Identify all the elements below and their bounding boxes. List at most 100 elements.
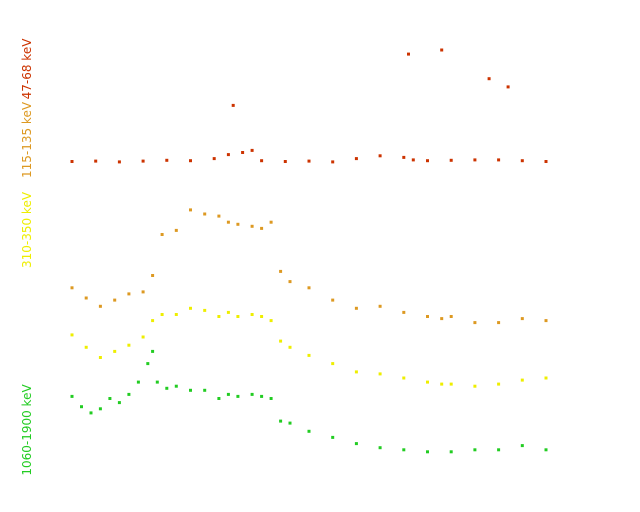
data-point [449,450,453,454]
data-point [98,356,102,359]
data-point [217,315,221,318]
data-point [165,386,169,390]
data-point [127,292,131,296]
data-point [151,274,155,277]
data-point [189,306,192,310]
data-point [141,290,145,294]
data-point [250,148,254,152]
data-point [226,220,230,224]
data-point [203,388,207,392]
data-point [473,448,477,452]
data-point [226,392,230,396]
data-point [279,339,283,343]
data-point [544,448,548,452]
data-point [217,397,221,400]
series-label-310-350kev: 310-350 keV [20,191,34,268]
data-point [354,157,358,161]
data-point [136,380,140,384]
data-point [440,48,444,52]
data-point [279,419,283,423]
data-point [520,378,524,382]
data-point [506,85,510,89]
data-point [226,153,230,157]
data-point [241,151,245,154]
data-point [440,317,444,321]
data-point [449,315,453,318]
data-point [117,401,121,405]
data-point [146,362,150,366]
data-point [473,158,477,162]
data-point [449,382,453,386]
data-point [307,429,311,433]
data-point [378,304,382,308]
data-point [174,228,178,232]
data-point [411,158,415,162]
data-point [497,448,501,452]
data-point [354,370,358,374]
data-point [108,397,112,400]
data-point [250,392,254,396]
series-label-47-68kev: 47-68 keV [20,38,34,100]
data-point [402,448,406,452]
series-1 [70,208,548,325]
data-point [141,335,145,339]
data-point [331,298,335,302]
data-point [288,280,292,284]
data-point [269,220,273,224]
data-point [354,442,358,446]
data-point [544,160,548,163]
data-marks [70,48,548,454]
data-point [260,159,264,163]
data-point [520,159,524,163]
data-point [236,315,240,318]
data-point [487,77,491,81]
data-point [307,286,311,290]
data-point [260,226,264,230]
data-point [288,345,292,349]
data-point [113,349,117,353]
data-point [98,304,102,308]
data-point [402,155,406,159]
data-point [189,208,192,212]
data-point [98,407,102,411]
data-point [160,313,164,316]
series-2 [70,306,548,388]
data-point [80,405,83,409]
data-point [426,450,429,454]
data-point [70,394,74,398]
data-point [189,159,192,163]
data-point [497,382,501,386]
data-point [94,159,98,163]
data-point [402,310,406,314]
data-point [250,313,254,316]
data-point [426,315,429,318]
data-point [283,160,287,163]
data-point [288,421,292,425]
data-point [165,158,169,162]
data-point [378,446,382,450]
data-point [203,308,207,312]
data-point [307,159,311,163]
data-point [70,286,74,290]
data-point [497,158,501,162]
data-point [307,353,311,357]
data-point [520,317,524,321]
data-point [473,384,477,388]
data-point [203,212,207,216]
data-point [189,388,192,392]
data-point [544,376,548,380]
data-point [544,319,548,323]
data-point [331,160,335,164]
data-point [473,321,477,325]
data-point [426,380,429,384]
data-point [279,269,283,273]
data-point [127,392,131,396]
data-point [141,159,145,163]
data-point [174,384,178,388]
data-point [331,435,335,439]
data-point [260,394,264,398]
data-point [217,214,221,218]
data-point [231,103,235,107]
data-point [497,321,501,325]
